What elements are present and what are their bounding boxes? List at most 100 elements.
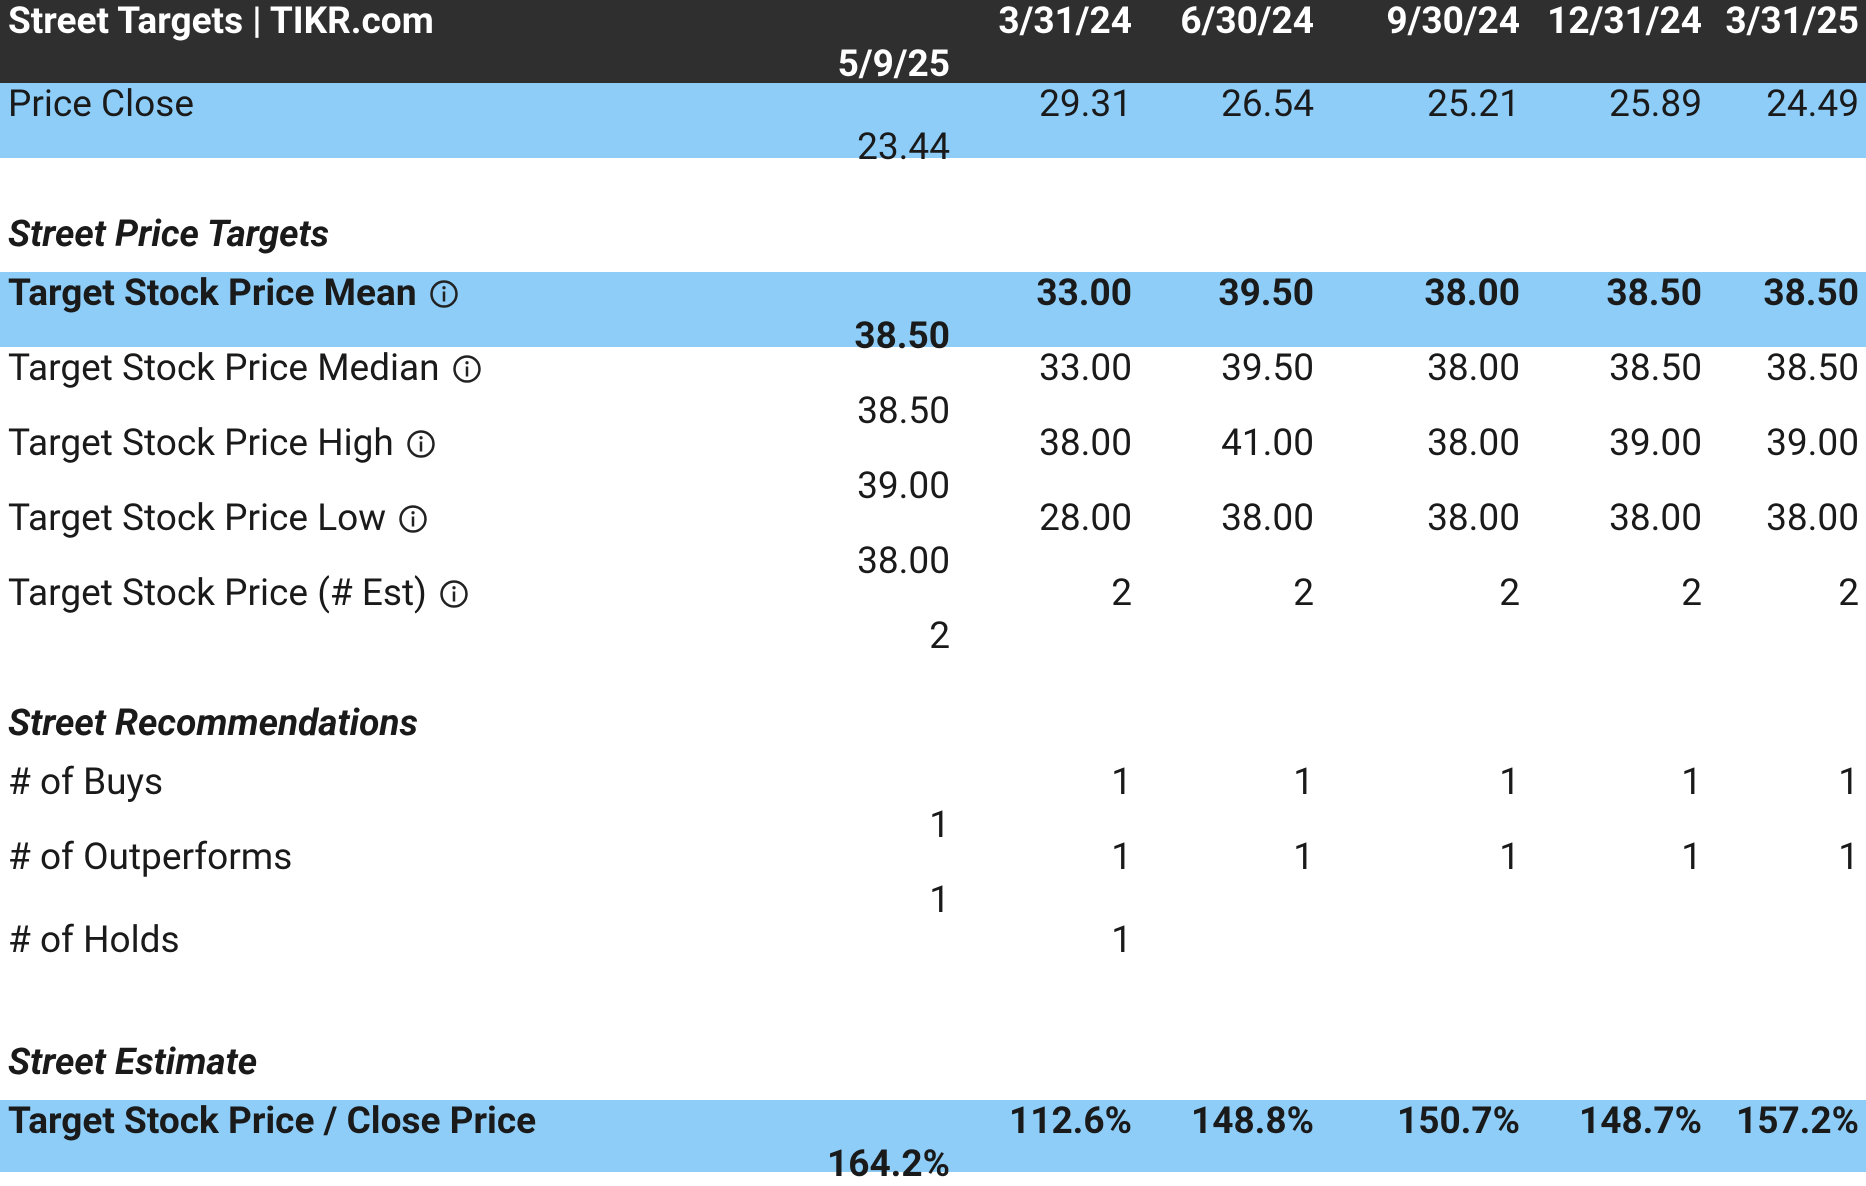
column-header: 3/31/24 [998, 0, 1132, 43]
value-cell: 1 [1293, 761, 1314, 804]
value-cell: 38.00 [1039, 422, 1132, 465]
row-label: Target Stock Price High [8, 422, 394, 465]
value-cell: 38.50 [1763, 272, 1859, 315]
data-row: Target Stock Price High 38.00 41.00 38.00 39… [0, 422, 1866, 508]
value-cell: 39.50 [1221, 347, 1314, 390]
value-cell: 33.00 [1039, 347, 1132, 390]
value-cell: 2 [1838, 572, 1859, 615]
value-cell: 2 [1293, 572, 1314, 615]
value-cell: 112.6% [1009, 1100, 1132, 1143]
value-cell: 39.50 [1218, 272, 1314, 315]
value-cell: 148.8% [1191, 1100, 1314, 1143]
section-title: Street Recommendations [8, 702, 418, 745]
row-label: Target Stock Price Low [8, 497, 387, 540]
section-row: Street Recommendations [0, 647, 1866, 761]
value-cell: 29.31 [1039, 83, 1132, 126]
row-label: Target Stock Price Median [8, 347, 440, 390]
value-cell: 1 [1111, 836, 1132, 879]
data-row: Target Stock Price / Close Price 112.6% 14… [0, 1100, 1866, 1186]
info-icon[interactable] [406, 429, 436, 459]
row-label-cell: Target Stock Price Median [0, 347, 950, 390]
value-cell: 157.2% [1736, 1100, 1859, 1143]
value-cell: 38.00 [1609, 497, 1702, 540]
data-row: # of Holds 1 [0, 911, 1866, 986]
value-cell: 164.2% [827, 1143, 950, 1186]
value-cell: 38.00 [1221, 497, 1314, 540]
value-cell: 38.00 [857, 540, 950, 583]
value-cell: 2 [1111, 572, 1132, 615]
section-title: Street Estimate [8, 1041, 258, 1084]
value-cell: 2 [1681, 572, 1702, 615]
value-cell: 1 [1499, 761, 1520, 804]
value-cell: 38.00 [1427, 422, 1520, 465]
row-label: Price Close [8, 83, 194, 126]
value-cell: 41.00 [1221, 422, 1314, 465]
row-label: Target Stock Price / Close Price [8, 1100, 537, 1143]
section-row: Street Estimate [0, 986, 1866, 1100]
row-label-cell: # of Buys [0, 761, 950, 804]
row-label-cell: Target Stock Price Mean [0, 272, 950, 315]
value-cell: 1 [1499, 836, 1520, 879]
column-header: 9/30/24 [1386, 0, 1520, 43]
row-label: # of Outperforms [8, 836, 293, 879]
value-cell: 1 [1681, 836, 1702, 879]
value-cell: 28.00 [1039, 497, 1132, 540]
row-label: # of Buys [8, 761, 164, 804]
value-cell: 1 [1293, 836, 1314, 879]
data-row: # of Outperforms 1 1 1 1 1 1 [0, 836, 1866, 922]
section-title: Street Price Targets [8, 213, 330, 256]
row-label-cell: # of Holds [0, 919, 950, 962]
row-label: Target Stock Price (# Est) [8, 572, 427, 615]
value-cell: 38.00 [1424, 272, 1520, 315]
table-title: Street Targets | TIKR.com [8, 0, 434, 43]
value-cell: 33.00 [1036, 272, 1132, 315]
value-cell: 38.50 [1609, 347, 1702, 390]
value-cell: 38.00 [1427, 497, 1520, 540]
header-row: Street Targets | TIKR.com 3/31/24 6/30/24… [0, 0, 1866, 86]
data-row: Target Stock Price Median 33.00 39.50 38.00… [0, 347, 1866, 433]
value-cell: 1 [929, 879, 950, 922]
row-label-cell: # of Outperforms [0, 836, 950, 879]
value-cell: 26.54 [1221, 83, 1314, 126]
value-cell: 23.44 [857, 126, 950, 169]
column-header: 3/31/25 [1725, 0, 1859, 43]
section-row: Street Price Targets [0, 158, 1866, 272]
column-header: 6/30/24 [1180, 0, 1314, 43]
row-label: # of Holds [8, 919, 180, 962]
value-cell: 25.89 [1609, 83, 1702, 126]
info-icon[interactable] [398, 504, 428, 534]
value-cell: 2 [929, 615, 950, 658]
value-cell: 1 [929, 804, 950, 847]
info-icon[interactable] [429, 279, 459, 309]
value-cell: 148.7% [1579, 1100, 1702, 1143]
row-label-cell: Target Stock Price High [0, 422, 950, 465]
value-cell: 24.49 [1766, 83, 1859, 126]
data-row: Target Stock Price (# Est) 2 2 2 2 2 2 [0, 572, 1866, 658]
data-row: Target Stock Price Mean 33.00 39.50 38.00 38… [0, 272, 1866, 358]
value-cell: 1 [1838, 836, 1859, 879]
value-cell: 1 [1111, 761, 1132, 804]
info-icon[interactable] [452, 354, 482, 384]
value-cell: 39.00 [857, 465, 950, 508]
value-cell: 38.50 [854, 315, 950, 358]
value-cell: 150.7% [1397, 1100, 1520, 1143]
value-cell: 38.00 [1427, 347, 1520, 390]
value-cell: 39.00 [1766, 422, 1859, 465]
row-label-cell: Target Stock Price / Close Price [0, 1100, 950, 1143]
row-label-cell: Price Close [0, 83, 950, 126]
column-header: 12/31/24 [1547, 0, 1702, 43]
info-icon[interactable] [439, 579, 469, 609]
value-cell: 1 [1681, 761, 1702, 804]
value-cell: 38.50 [1766, 347, 1859, 390]
value-cell: 38.50 [1606, 272, 1702, 315]
row-label-cell: Target Stock Price (# Est) [0, 572, 950, 615]
value-cell: 1 [1838, 761, 1859, 804]
value-cell: 1 [1111, 919, 1132, 962]
value-cell: 39.00 [1609, 422, 1702, 465]
value-cell: 38.50 [857, 390, 950, 433]
row-label: Target Stock Price Mean [8, 272, 417, 315]
data-row: Price Close 29.31 26.54 25.21 25.89 24.49 23.4… [0, 83, 1866, 169]
value-cell: 38.00 [1766, 497, 1859, 540]
